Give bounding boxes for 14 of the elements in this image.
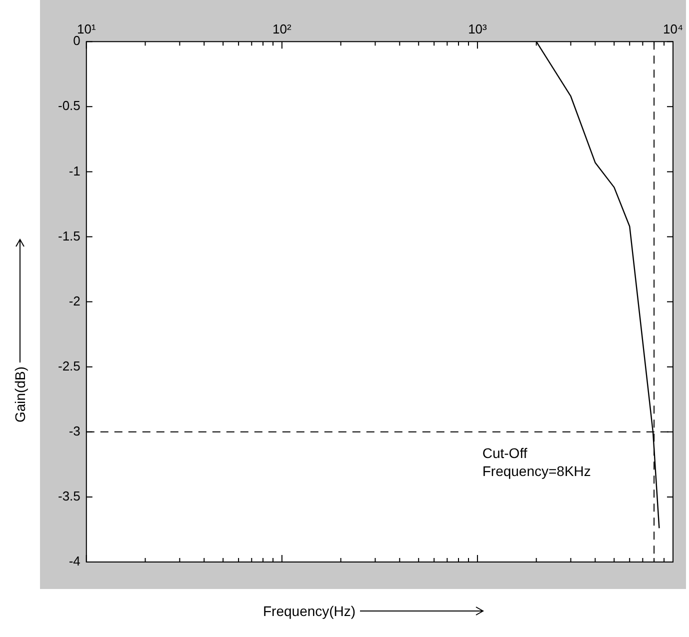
y-tick-label: -1.5 <box>58 228 80 244</box>
y-tick-label: -2.5 <box>58 358 80 374</box>
y-tick-label: -2 <box>68 293 80 308</box>
y-tick-label: -4 <box>68 554 80 569</box>
y-tick-label: -3 <box>68 423 80 438</box>
x-tick-label: 10⁴ <box>662 21 684 36</box>
y-axis-title: Gain(dB) <box>12 366 28 423</box>
x-axis-title: Frequency(Hz) <box>263 603 356 619</box>
y-tick-label: -3.5 <box>58 488 80 504</box>
x-tick-label: 10² <box>272 21 292 36</box>
annotation: Cut-Off Frequency=8KHz <box>482 444 591 479</box>
y-tick-label: -1 <box>68 163 80 178</box>
y-tick-label: -0.5 <box>58 98 80 114</box>
x-tick-label: 10³ <box>468 21 488 36</box>
